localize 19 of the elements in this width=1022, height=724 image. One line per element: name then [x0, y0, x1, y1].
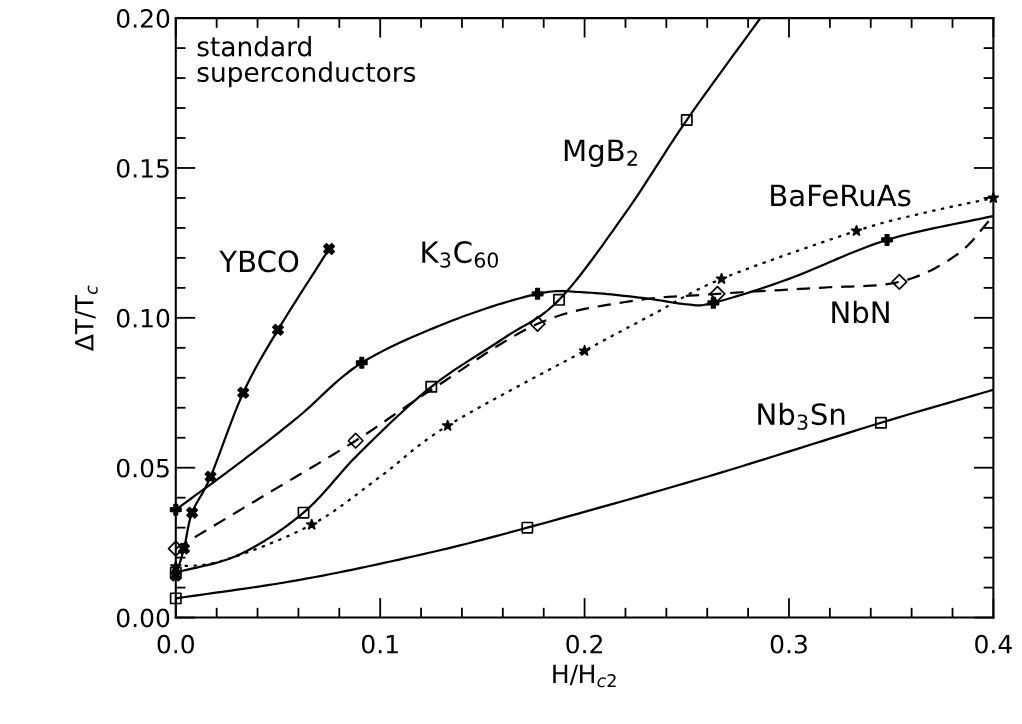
x-tick-label: 0.1 [361, 634, 398, 654]
x-axis-title: H/H$_{c2}$ [553, 664, 616, 688]
y-tick-label: 0.15 [116, 158, 169, 178]
series-label: MgB$_{2}$ [564, 139, 637, 168]
x-tick-label: 0.0 [157, 634, 194, 654]
y-tick-label: 0.00 [116, 608, 170, 628]
annotation: standard superconductors [197, 36, 416, 88]
x-tick-label: 0.2 [566, 634, 602, 654]
series-label: K$_{3}$C$_{60}$ [422, 241, 498, 268]
x-tick-label: 0.4 [975, 634, 1012, 654]
y-tick-label: 0.05 [116, 458, 169, 478]
y-tick-label: 0.10 [116, 308, 170, 328]
series-label: YBCO [219, 250, 299, 273]
x-tick-label: 0.3 [770, 634, 807, 654]
series-label: NbN [832, 300, 889, 324]
series-label: Nb$_{3}$Sn [758, 402, 845, 430]
y-tick-label: 0.20 [116, 9, 170, 28]
y-axis-title: ΔT/T$_{c}$ [75, 285, 98, 352]
series-label: BaFeRuAs [771, 184, 911, 207]
